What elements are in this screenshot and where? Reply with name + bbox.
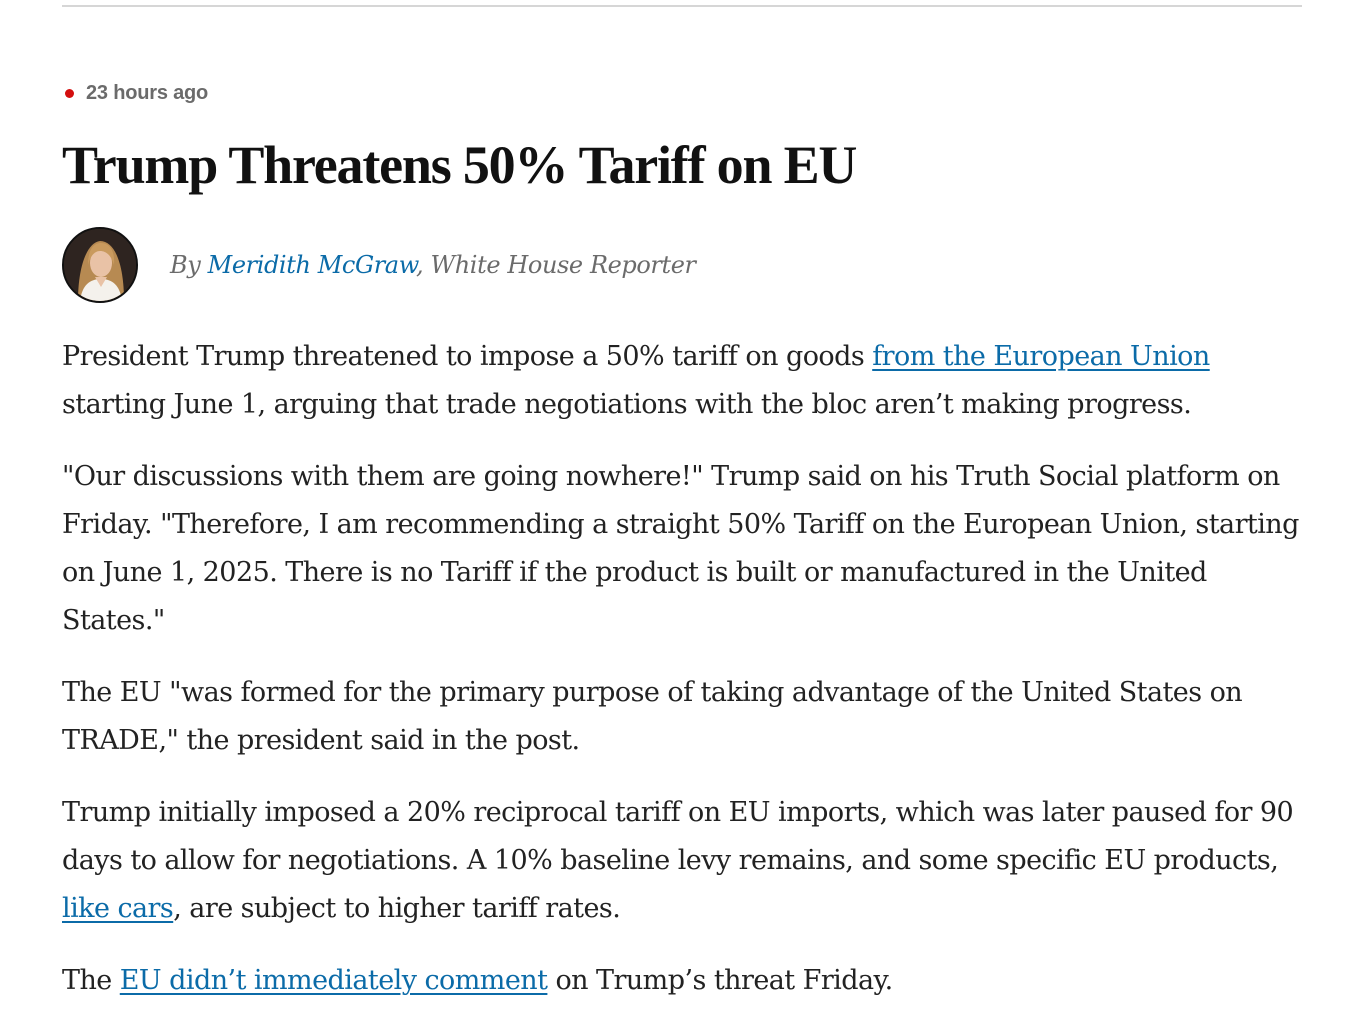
paragraph-text: , are subject to higher tariff rates. bbox=[173, 893, 621, 924]
link-like-cars[interactable]: like cars bbox=[62, 893, 174, 924]
article-paragraph-5: The EU didn’t immediately comment on Tru… bbox=[62, 957, 1312, 1005]
headline: Trump Threatens 50% Tariff on EU bbox=[62, 135, 857, 195]
live-dot-icon bbox=[65, 88, 74, 98]
link-eu-comment[interactable]: EU didn’t immediately comment bbox=[119, 965, 548, 996]
byline-row: By Meridith McGraw, White House Reporter bbox=[62, 225, 696, 305]
author-role: White House Reporter bbox=[430, 251, 696, 279]
article-body: President Trump threatened to impose a 5… bbox=[62, 333, 1312, 1029]
timestamp: 23 hours ago bbox=[86, 81, 209, 104]
link-european-union[interactable]: from the European Union bbox=[872, 341, 1210, 372]
byline-prefix: By bbox=[170, 251, 201, 279]
top-divider bbox=[62, 5, 1302, 7]
byline: By Meridith McGraw, White House Reporter bbox=[170, 251, 696, 279]
author-avatar[interactable] bbox=[62, 227, 138, 303]
author-portrait-icon bbox=[64, 229, 136, 301]
article-paragraph-1: President Trump threatened to impose a 5… bbox=[62, 333, 1312, 429]
timestamp-row: 23 hours ago bbox=[62, 80, 208, 106]
paragraph-text: The bbox=[62, 965, 120, 996]
article-paragraph-2: "Our discussions with them are going now… bbox=[62, 461, 1299, 636]
paragraph-text: starting June 1, arguing that trade nego… bbox=[62, 389, 1192, 420]
article-paragraph-4: Trump initially imposed a 20% reciprocal… bbox=[62, 789, 1312, 933]
byline-separator: , bbox=[416, 251, 424, 279]
author-link[interactable]: Meridith McGraw bbox=[207, 251, 417, 279]
paragraph-text: President Trump threatened to impose a 5… bbox=[62, 341, 873, 372]
paragraph-text: Trump initially imposed a 20% reciprocal… bbox=[62, 797, 1294, 876]
paragraph-text: on Trump’s threat Friday. bbox=[547, 965, 893, 996]
article-paragraph-3: The EU "was formed for the primary purpo… bbox=[62, 677, 1243, 756]
